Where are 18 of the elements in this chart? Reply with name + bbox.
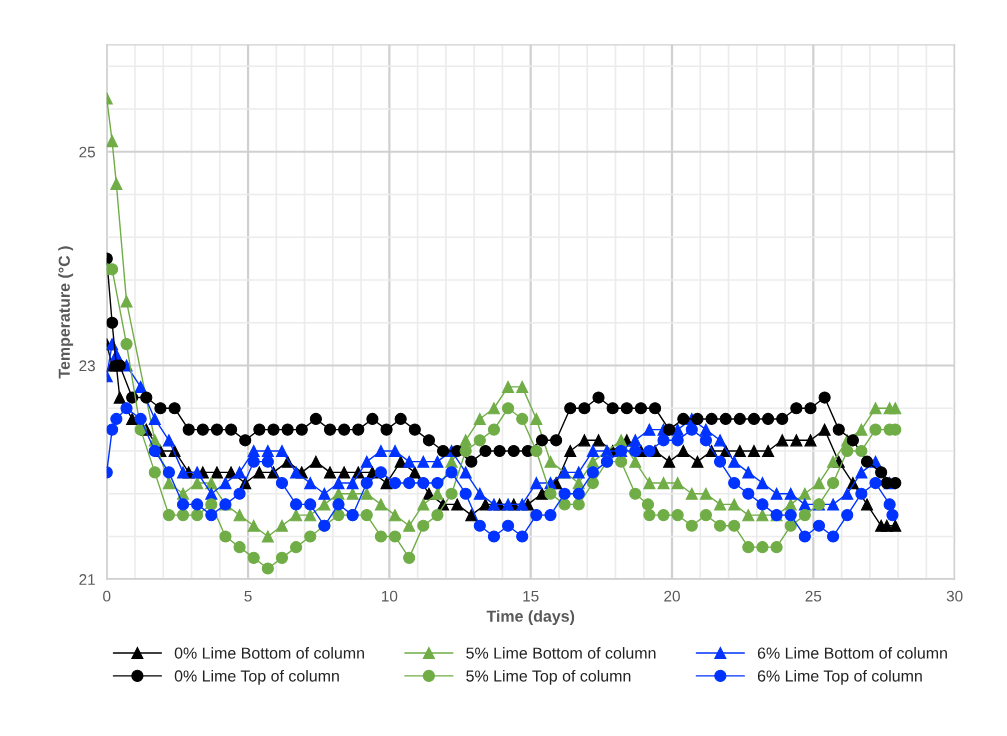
legend-label: 6% Lime Top of column: [757, 669, 922, 685]
legend-label: 6% Lime Bottom of column: [757, 647, 947, 659]
x-tick-label: 25: [805, 590, 822, 602]
x-tick-label: 20: [664, 590, 680, 602]
x-tick-label: 15: [523, 590, 539, 602]
y-tick-label: 25: [79, 146, 95, 158]
y-axis-title: Temperature (°C ): [58, 246, 74, 379]
y-tick-label: 23: [79, 360, 95, 372]
x-axis-title: Time (days): [486, 610, 575, 626]
y-tick-label: 21: [79, 574, 95, 585]
x-tick-label: 5: [244, 590, 252, 602]
legend-label: 5% Lime Top of column: [466, 669, 631, 685]
x-tick-label: 10: [382, 590, 398, 602]
legend-label: 0% Lime Bottom of column: [174, 647, 364, 659]
legend-label: 0% Lime Top of column: [174, 669, 339, 685]
x-tick-label: 30: [946, 590, 963, 602]
x-tick-label: 0: [103, 590, 111, 602]
legend-label: 5% Lime Bottom of column: [466, 647, 656, 659]
